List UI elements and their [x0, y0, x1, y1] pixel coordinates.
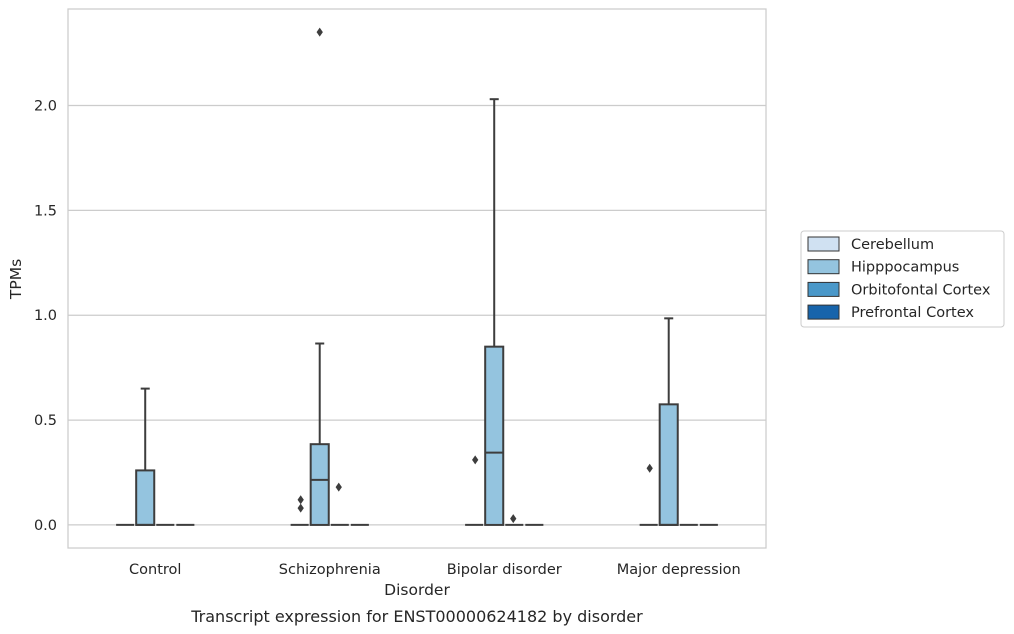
y-tick-label: 0.0 — [34, 518, 57, 534]
x-tick-label: Control — [129, 562, 181, 578]
y-axis-title: TPMs — [7, 259, 25, 300]
legend-swatch — [807, 281, 840, 297]
box-body — [309, 443, 330, 526]
y-tick-label: 0.5 — [34, 413, 57, 429]
box-hipppocampus — [646, 317, 679, 526]
legend-label: Cerebellum — [851, 237, 934, 253]
plot-frame — [67, 8, 767, 549]
plot-background — [68, 9, 766, 548]
y-tick-label: 1.5 — [34, 203, 57, 219]
x-tick-label: Bipolar disorder — [447, 562, 562, 578]
legend: Cerebellum Hipppocampus Orbitofontal Corte… — [800, 230, 1005, 328]
outlier-marker — [316, 27, 323, 37]
legend-label: Orbitofontal Cortex — [851, 282, 991, 298]
y-tick-labels: 0.0 0.5 1.0 1.5 2.0 — [34, 98, 57, 533]
y-tick-label: 2.0 — [34, 98, 57, 114]
outlier-marker — [472, 455, 479, 465]
x-axis-title: Disorder — [384, 581, 450, 599]
legend-swatch — [807, 259, 840, 275]
outlier-marker — [297, 495, 304, 505]
legend-swatch — [807, 236, 840, 252]
box-body — [484, 345, 505, 526]
outlier-marker — [510, 514, 517, 524]
x-tick-labels: Control Schizophrenia Bipolar disorder Majo… — [129, 562, 741, 578]
box-series — [116, 27, 718, 526]
outlier-marker — [646, 463, 653, 473]
x-tick-label: Major depression — [617, 562, 741, 578]
legend-swatch — [807, 304, 840, 320]
box-hipppocampus — [135, 387, 156, 526]
legend-label: Hipppocampus — [851, 260, 959, 276]
legend-label: Prefrontal Cortex — [851, 305, 974, 321]
box-hipppocampus — [297, 27, 342, 526]
box-body — [135, 469, 156, 526]
box-hipppocampus — [472, 98, 517, 526]
x-tick-label: Schizophrenia — [279, 562, 381, 578]
outlier-marker — [297, 503, 304, 513]
box-body — [658, 403, 679, 526]
chart-caption: Transcript expression for ENST0000062418… — [190, 607, 643, 626]
y-tick-label: 1.0 — [34, 308, 57, 324]
legend-frame — [800, 230, 1005, 328]
outlier-marker — [335, 482, 342, 492]
